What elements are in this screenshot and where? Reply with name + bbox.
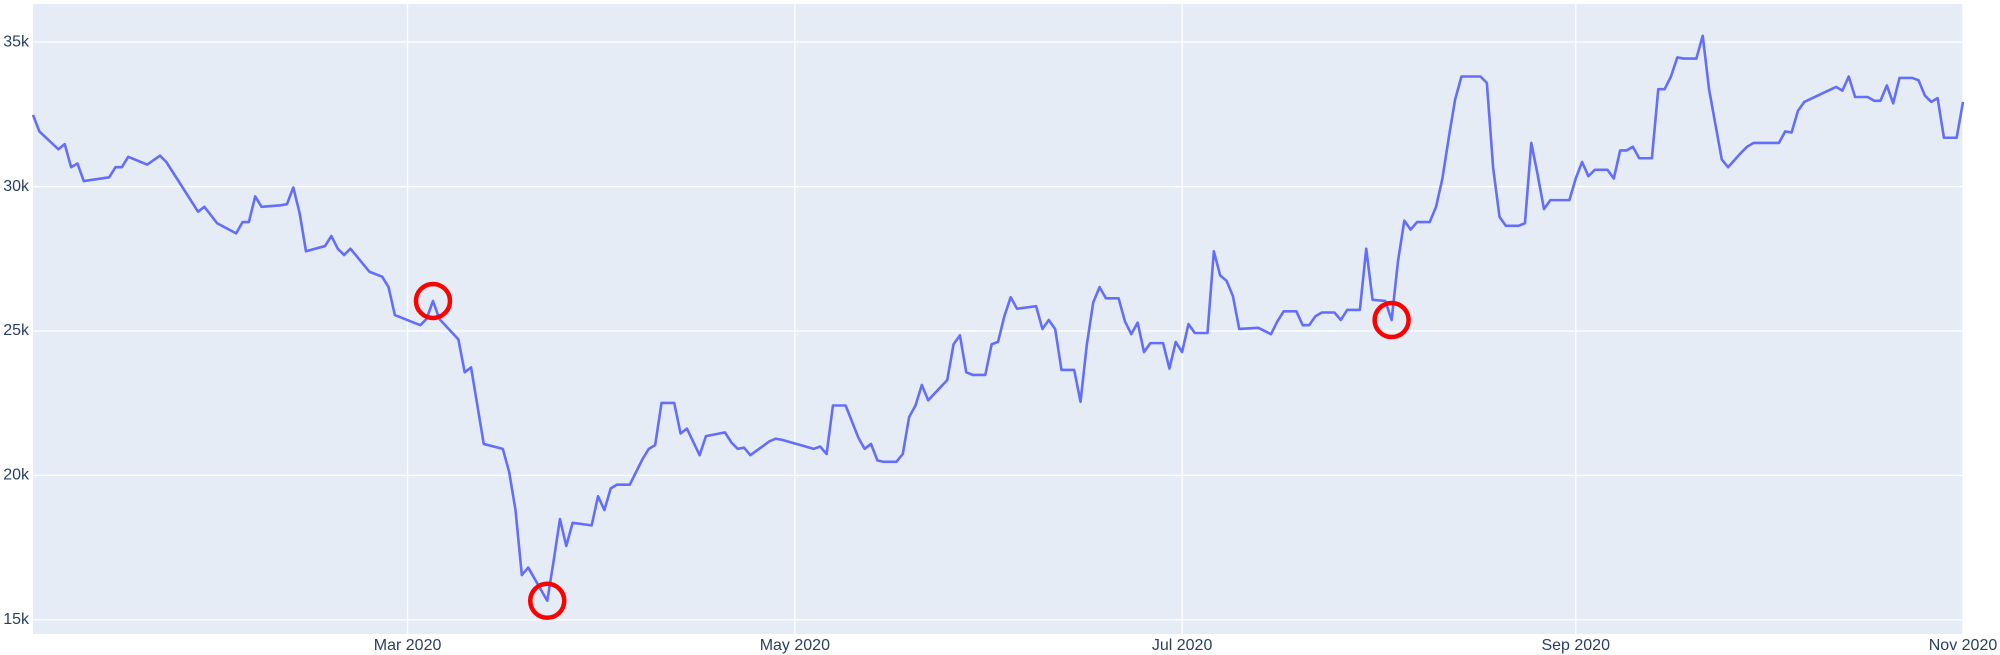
- x-tick-label: Sep 2020: [1541, 637, 1610, 654]
- x-tick-label: May 2020: [760, 637, 830, 654]
- x-tick-label: Mar 2020: [374, 637, 442, 654]
- plot-area: [33, 4, 1963, 634]
- x-tick-label: Nov 2020: [1929, 637, 1998, 654]
- y-tick-label: 30k: [3, 178, 30, 195]
- y-tick-label: 15k: [3, 611, 30, 628]
- y-tick-label: 25k: [3, 322, 30, 339]
- highlight-circle: [527, 581, 567, 621]
- x-tick-label: Jul 2020: [1152, 637, 1213, 654]
- highlight-circle: [1372, 300, 1411, 340]
- line-series: [31, 34, 1965, 603]
- y-tick-label: 35k: [3, 33, 30, 50]
- highlight-circle: [413, 281, 453, 321]
- y-tick-label: 20k: [3, 467, 30, 484]
